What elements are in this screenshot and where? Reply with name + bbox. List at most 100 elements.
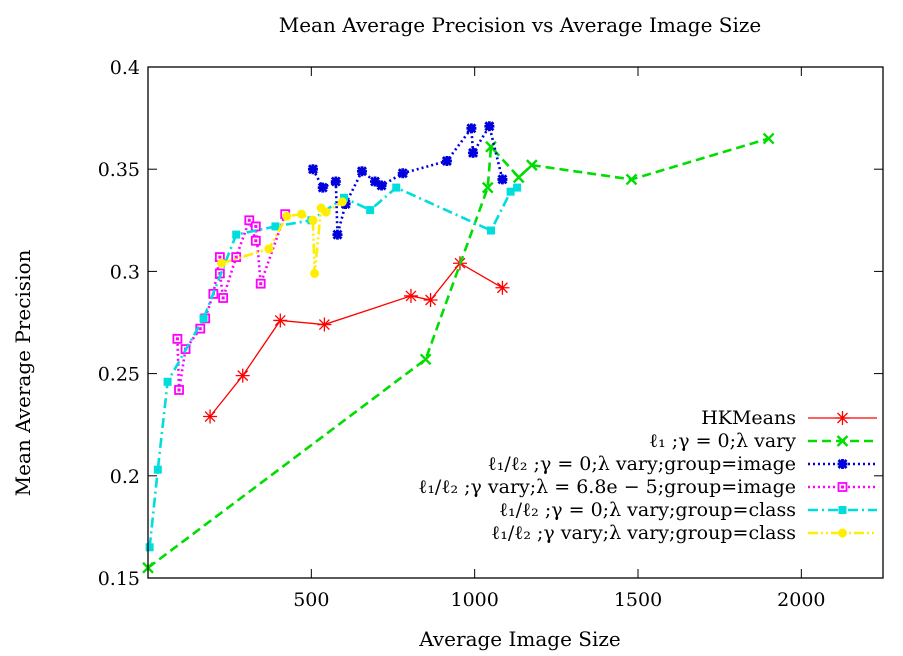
data-point — [337, 197, 347, 207]
series-line — [176, 213, 287, 391]
data-point-center — [177, 388, 181, 392]
series-layer — [142, 121, 775, 574]
series-2 — [307, 121, 508, 240]
series-1 — [142, 132, 775, 574]
data-point — [468, 147, 479, 158]
data-point-center — [254, 224, 258, 228]
series-0 — [203, 256, 510, 424]
data-point — [317, 182, 328, 193]
data-point — [217, 258, 226, 268]
data-point — [836, 435, 849, 447]
data-point-center — [221, 296, 225, 300]
data-point — [264, 244, 274, 254]
legend-entry-4: ℓ₁/ℓ₂ ;γ = 0;λ vary;group=class — [499, 499, 877, 521]
data-point — [397, 168, 408, 179]
data-point — [282, 211, 292, 221]
data-point — [762, 132, 775, 145]
data-point — [392, 183, 401, 192]
data-point — [366, 206, 375, 215]
legend-entry-0: HKMeans — [701, 407, 877, 429]
data-point — [332, 229, 343, 240]
data-point — [495, 280, 510, 295]
y-tick-label: 0.4 — [110, 57, 140, 79]
y-tick-label: 0.25 — [98, 364, 140, 386]
legend-label: HKMeans — [701, 407, 796, 429]
x-tick-label: 2000 — [777, 589, 825, 611]
data-point-center — [254, 239, 258, 243]
legend-entry-2: ℓ₁/ℓ₂ ;γ = 0;λ vary;group=image — [488, 453, 877, 475]
legend-entry-1: ℓ₁ ;γ = 0;λ vary — [649, 430, 877, 452]
series-3 — [172, 209, 291, 395]
series-5 — [217, 197, 347, 278]
data-point — [356, 166, 367, 177]
legend-label: ℓ₁/ℓ₂ ;γ vary;λ = 6.8e − 5;group=image — [418, 476, 796, 498]
chart-title: Mean Average Precision vs Average Image … — [279, 13, 762, 37]
x-axis-label: Average Image Size — [418, 627, 621, 651]
y-tick-label: 0.15 — [98, 568, 140, 590]
y-tick-label: 0.3 — [110, 261, 140, 283]
data-point — [370, 176, 381, 187]
data-point — [199, 314, 208, 323]
data-point — [153, 465, 162, 474]
data-point — [232, 230, 241, 239]
data-point — [487, 226, 495, 235]
legend-entry-3: ℓ₁/ℓ₂ ;γ vary;λ = 6.8e − 5;group=image — [418, 476, 877, 498]
data-point — [481, 181, 494, 194]
data-point — [423, 293, 438, 308]
data-point — [484, 121, 495, 132]
series-line — [311, 122, 504, 235]
x-tick-label: 1000 — [450, 589, 498, 611]
data-point — [203, 409, 218, 424]
x-tick-label: 1500 — [614, 589, 662, 611]
y-tick-label: 0.35 — [98, 159, 140, 181]
series-line — [209, 262, 503, 417]
data-point — [310, 268, 320, 278]
legend-entry-5: ℓ₁/ℓ₂ ;γ vary;λ vary;group=class — [491, 522, 877, 544]
data-point — [625, 173, 638, 186]
legend-label: ℓ₁/ℓ₂ ;γ = 0;λ vary;group=class — [499, 499, 796, 521]
data-point-center — [841, 485, 844, 489]
data-point — [307, 164, 318, 175]
data-point — [321, 207, 331, 217]
legend-label: ℓ₁/ℓ₂ ;γ vary;λ vary;group=class — [491, 522, 796, 544]
data-point — [273, 313, 288, 328]
data-point-center — [247, 218, 251, 222]
data-point — [163, 377, 172, 386]
y-tick-label: 0.2 — [110, 466, 140, 488]
data-point — [235, 368, 250, 383]
data-point — [271, 222, 280, 231]
data-point — [838, 506, 847, 514]
data-point-center — [218, 255, 222, 259]
data-point — [308, 215, 318, 225]
data-point — [525, 159, 538, 171]
data-point — [330, 176, 341, 187]
data-point — [441, 156, 452, 167]
data-point — [297, 209, 307, 219]
data-point — [838, 528, 847, 538]
plot-frame — [147, 66, 884, 579]
series-line — [147, 137, 770, 569]
data-point-center — [234, 255, 238, 259]
data-point — [835, 411, 850, 425]
data-point — [466, 123, 477, 134]
data-point — [497, 174, 508, 185]
data-point — [403, 288, 418, 303]
data-point — [145, 543, 154, 552]
data-point — [837, 459, 848, 469]
legend-label: ℓ₁ ;γ = 0;λ vary — [649, 430, 796, 452]
x-tick-label: 500 — [293, 589, 329, 611]
data-point — [419, 353, 432, 366]
data-point — [512, 171, 525, 184]
legend-label: ℓ₁/ℓ₂ ;γ = 0;λ vary;group=image — [488, 453, 796, 475]
axes: 500 1000 1500 2000 0.15 0.2 0.25 0.3 0.35 0.4 — [98, 57, 883, 611]
data-point-center — [259, 282, 263, 286]
data-point — [506, 187, 515, 196]
data-point — [317, 317, 332, 332]
data-point — [513, 183, 522, 192]
data-point-center — [198, 327, 202, 331]
data-point — [376, 180, 387, 191]
data-point-center — [175, 337, 179, 341]
y-axis-label: Mean Average Precision — [11, 250, 35, 497]
